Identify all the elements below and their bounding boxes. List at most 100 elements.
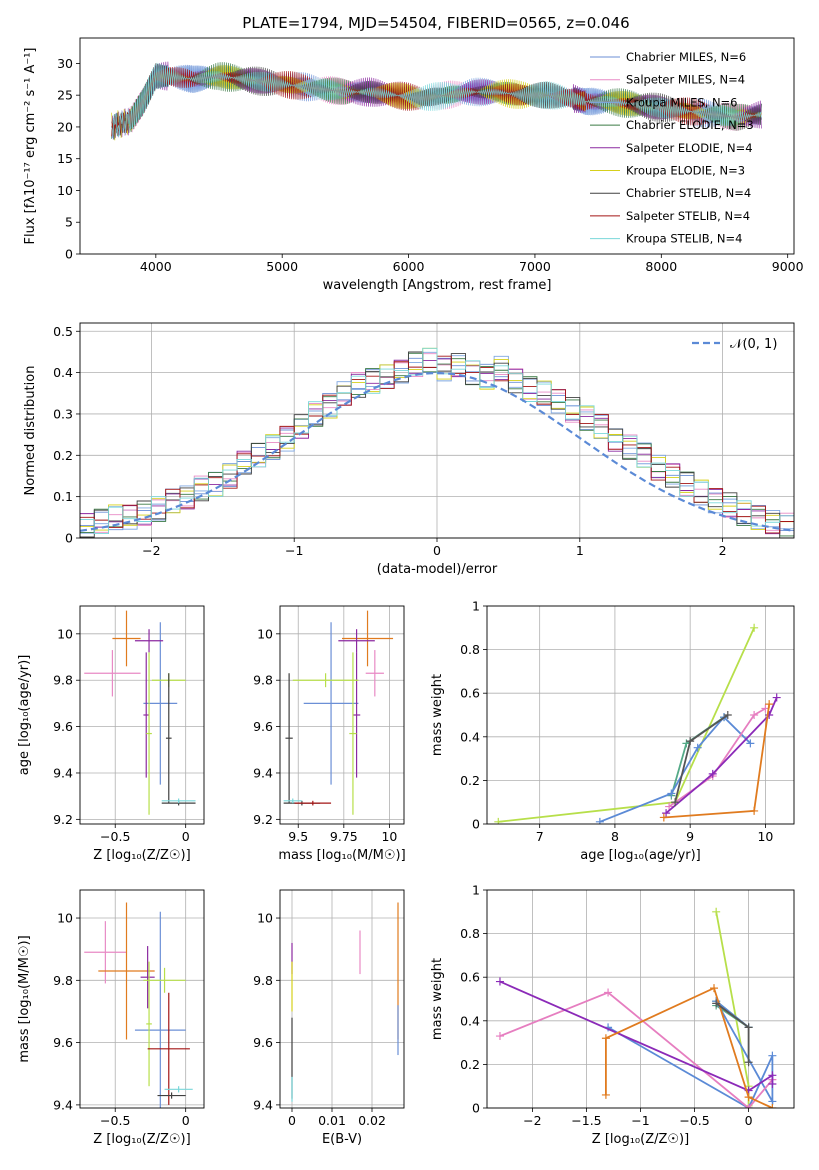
- plot-area: [291, 902, 399, 1102]
- y-tick-label: 0.2: [460, 773, 480, 788]
- error-bar: [143, 967, 186, 993]
- series-marker: [686, 737, 695, 746]
- axes-frame: [79, 605, 205, 825]
- x-tick-label: −1.5: [571, 1113, 601, 1128]
- series-marker: [765, 711, 774, 719]
- legend-entry: Salpeter STELIB, N=4: [626, 209, 750, 223]
- y-tick-label: 0.8: [460, 926, 480, 941]
- x-tick-label: 0.02: [358, 1113, 386, 1128]
- y-tick-label: 0.5: [53, 324, 73, 339]
- y-tick-label: 0.4: [53, 365, 73, 380]
- y-tick-label: 9.4: [53, 765, 73, 780]
- x-axis-label: mass [log₁₀(M/M☉)]: [278, 848, 405, 863]
- x-axis-label: E(B-V): [322, 1132, 362, 1147]
- error-bar: [98, 902, 155, 1040]
- y-tick-label: 0.6: [460, 686, 480, 701]
- gaussian-curve: [80, 372, 794, 532]
- series-line: [499, 991, 774, 1108]
- legend-entry: Salpeter ELODIE, N=4: [626, 141, 753, 155]
- legend-entry: Kroupa ELODIE, N=3: [626, 164, 745, 178]
- y-tick-label: 0.2: [53, 448, 73, 463]
- y-axis-label: Flux [fλ10⁻¹⁷ erg cm⁻² s⁻¹ A⁻¹]: [23, 48, 38, 245]
- series-marker: [604, 988, 613, 997]
- series-marker: [744, 1093, 753, 1102]
- panel-age-vs-Z: −0.5 0 9.2 9.4 9.6 9.8 10 Z [log₁₀(Z/Z☉)] age [l…: [17, 605, 205, 863]
- y-tick-label: 0.1: [53, 489, 73, 504]
- x-tick-label: 7: [536, 829, 544, 844]
- series-marker: [712, 999, 721, 1008]
- y-tick-label: 9.6: [253, 719, 273, 734]
- panel-mass-vs-EBV: 0 0.01 0.02 9.4 9.6 9.8 10 E(B-V): [253, 889, 405, 1147]
- y-axis-label: Normed distribution: [23, 366, 38, 496]
- spectrum-line: [111, 62, 762, 136]
- x-tick-label: 6000: [393, 259, 425, 274]
- error-bar: [84, 650, 141, 697]
- y-tick-label: 9.4: [53, 1097, 73, 1112]
- y-tick-label: 0: [472, 817, 480, 832]
- error-bar: [165, 673, 172, 804]
- x-tick-label: 0: [745, 1113, 753, 1128]
- legend-entry: Chabrier MILES, N=6: [626, 50, 746, 64]
- y-tick-label: 0: [65, 247, 73, 262]
- y-tick-label: 9.8: [253, 973, 273, 988]
- x-tick-label: 10: [381, 829, 397, 844]
- error-bar: [365, 650, 384, 697]
- series-marker: [768, 1104, 777, 1108]
- y-axis-label: mass weight: [430, 674, 445, 756]
- series-marker: [659, 813, 668, 822]
- y-tick-label: 20: [57, 119, 73, 134]
- y-tick-label: 9.4: [253, 1097, 273, 1112]
- axes-frame: [486, 889, 795, 1109]
- error-bar: [143, 652, 150, 778]
- y-tick-label: 9.4: [253, 765, 273, 780]
- y-axis-label: mass [log₁₀(M/M☉)]: [17, 935, 32, 1062]
- panel-weight-vs-age: 7 8 9 10 0 0.2 0.4 0.6 0.8 1 age [log₁₀(age/yr)] ma…: [430, 599, 795, 863]
- axes-frame: [486, 605, 795, 825]
- error-bar: [134, 911, 186, 1108]
- series-marker: [768, 1051, 777, 1060]
- series-marker: [765, 700, 774, 709]
- y-tick-label: 0.3: [53, 406, 73, 421]
- y-tick-label: 9.6: [53, 719, 73, 734]
- panel-weight-vs-Z: −2 −1.5 −1 −0.5 0 0 0.2 0.4 0.6 0.8 1 Z [log₁₀(Z/Z☉…: [430, 883, 795, 1147]
- legend-entry: Salpeter MILES, N=4: [626, 73, 745, 87]
- y-tick-label: 9.8: [53, 973, 73, 988]
- error-bar: [292, 673, 359, 688]
- plot-area: [84, 902, 193, 1108]
- y-tick-label: 9.2: [53, 812, 73, 827]
- plot-area: [495, 907, 777, 1108]
- axes-frame: [279, 605, 405, 825]
- y-tick-label: 9.2: [253, 812, 273, 827]
- x-axis-label: Z [log₁₀(Z/Z☉)]: [592, 1132, 689, 1147]
- y-tick-label: 1: [472, 883, 480, 898]
- series-marker: [712, 907, 721, 916]
- series-line: [663, 703, 771, 819]
- axes-frame: [79, 889, 205, 1109]
- y-tick-label: 9.8: [53, 673, 73, 688]
- series-line: [665, 697, 778, 814]
- series-marker: [708, 769, 717, 778]
- y-tick-label: 0.8: [460, 642, 480, 657]
- y-axis-label: mass weight: [430, 958, 445, 1040]
- x-tick-label: −1: [285, 543, 303, 558]
- y-axis-label: age [log₁₀(age/yr)]: [17, 655, 32, 776]
- series-marker: [772, 693, 781, 702]
- x-axis-label: (data-model)/error: [377, 562, 498, 577]
- series-marker: [667, 789, 676, 798]
- y-tick-label: 10: [57, 183, 73, 198]
- panel-spectrum: 4000 5000 6000 7000 8000 9000 0 5 10 15 20 25 30 wave…: [23, 37, 804, 293]
- y-tick-label: 1: [472, 599, 480, 614]
- error-bar: [283, 798, 302, 804]
- series-marker: [710, 984, 719, 993]
- series-marker: [494, 817, 503, 824]
- series-marker: [693, 743, 702, 752]
- x-tick-label: −0.5: [100, 1113, 130, 1128]
- series-line: [499, 980, 774, 1092]
- y-tick-label: 10: [257, 911, 273, 926]
- x-tick-label: −0.5: [100, 829, 130, 844]
- legend-entry: Kroupa MILES, N=6: [626, 95, 738, 109]
- axes-frame: [279, 889, 405, 1109]
- x-tick-label: 0: [433, 543, 441, 558]
- error-bar: [164, 1086, 193, 1093]
